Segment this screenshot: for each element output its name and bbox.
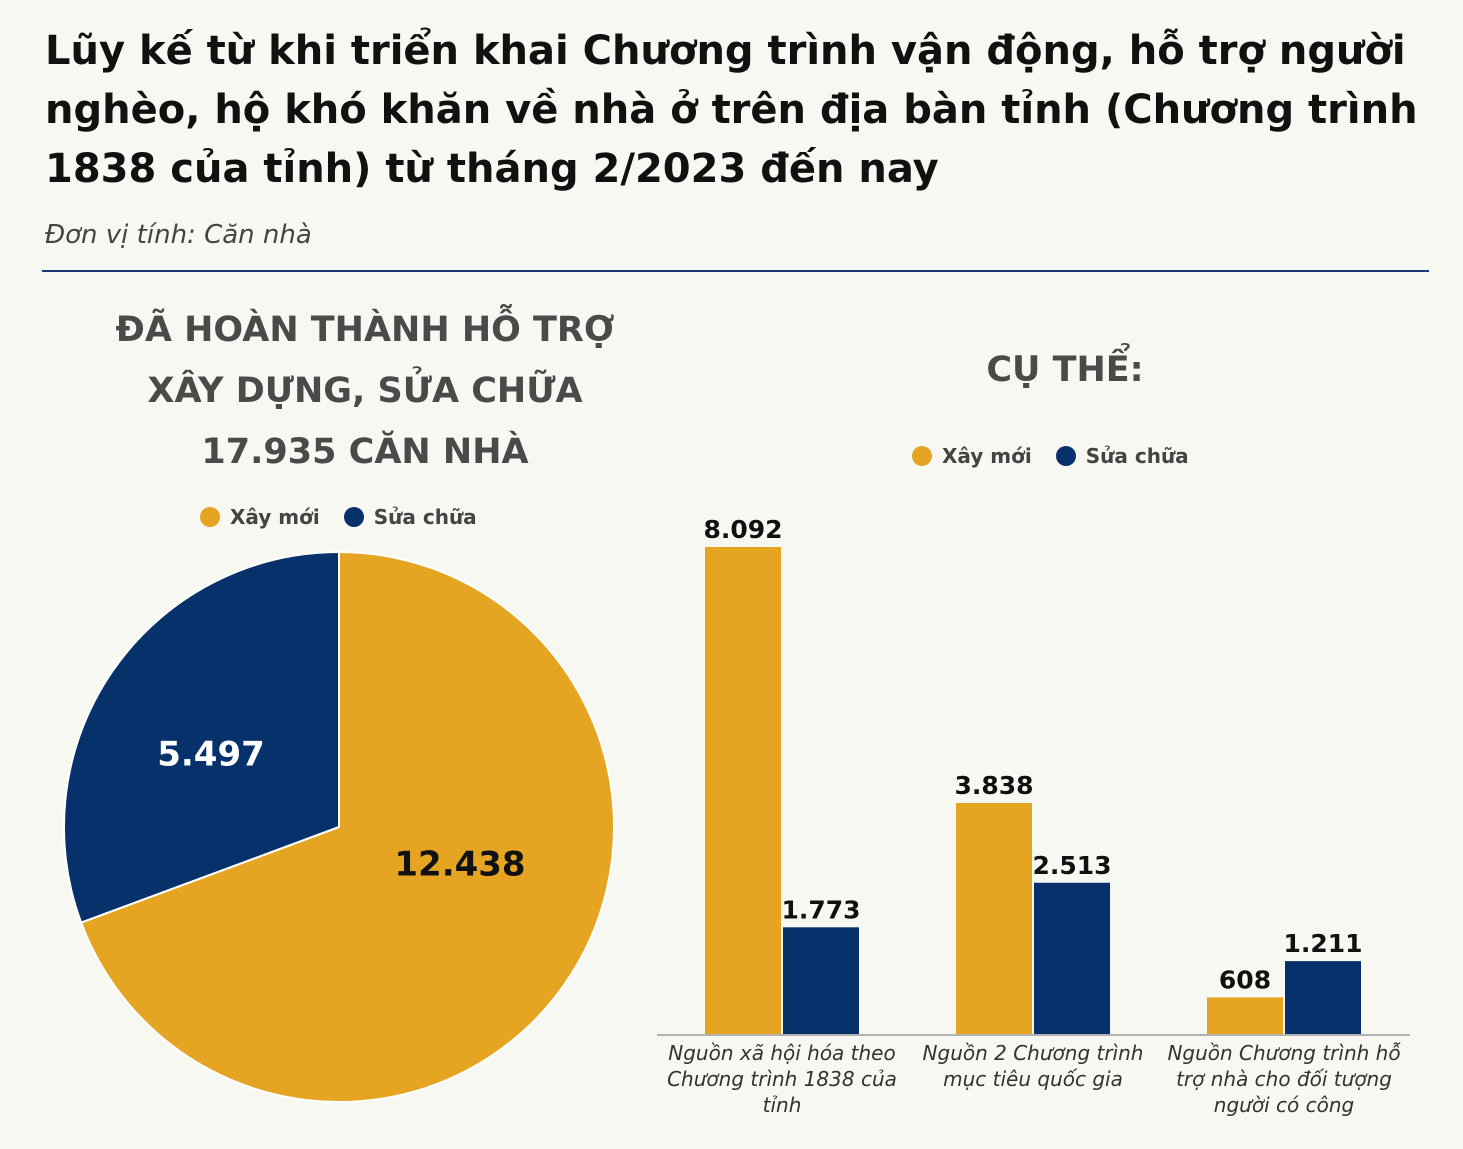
- bar-sua-chua: [1034, 882, 1110, 1034]
- legend-label: Sửa chữa: [373, 505, 477, 529]
- divider: [42, 270, 1429, 272]
- unit-note: Đơn vị tính: Căn nhà: [45, 220, 312, 250]
- bar-xay-moi: [1207, 997, 1283, 1034]
- bar-sua-chua: [783, 927, 859, 1034]
- pie-title: ĐÃ HOÀN THÀNH HỖ TRỢ XÂY DỰNG, SỬA CHỮA …: [115, 310, 615, 472]
- bar-xay-moi: [956, 803, 1032, 1034]
- category-label: Nguồn Chương trình hỗ trợ nhà cho đối tư…: [1167, 1041, 1401, 1117]
- legend-dot-sua-chua: [343, 507, 364, 527]
- bar-value-label: 3.838: [954, 771, 1033, 800]
- bar-sua-chua: [1285, 961, 1361, 1034]
- pie-slice-label: 12.438: [394, 845, 525, 885]
- legend-item-sua-chua: Sửa chữa: [343, 505, 477, 529]
- legend-item-xay-moi: Xây mới: [912, 444, 1032, 468]
- legend-dot-xay-moi: [912, 446, 932, 466]
- legend-label: Sửa chữa: [1085, 444, 1189, 468]
- pie-slice-sua-chua: [63, 550, 340, 924]
- bar-value-label: 8.092: [703, 515, 782, 544]
- pie-legend: Xây mới Sửa chữa: [200, 505, 501, 529]
- legend-label: Xây mới: [230, 505, 320, 529]
- pie-slice-xay-moi: [79, 550, 615, 1103]
- bar-xay-moi: [705, 547, 781, 1034]
- category-label: Nguồn 2 Chương trình mục tiêu quốc gia: [922, 1041, 1144, 1091]
- bar-value-label: 2.513: [1032, 851, 1111, 880]
- legend-dot-xay-moi: [200, 507, 220, 527]
- bar-value-label: 1.211: [1283, 929, 1362, 958]
- legend-dot-sua-chua: [1055, 446, 1076, 466]
- legend-item-xay-moi: Xây mới: [200, 505, 320, 529]
- bar-value-label: 1.773: [781, 895, 860, 924]
- pie-slice-label: 5.497: [157, 735, 265, 775]
- bar-legend: Xây mới Sửa chữa: [912, 444, 1213, 468]
- bar-title: CỤ THỂ:: [986, 350, 1144, 390]
- category-label: Nguồn xã hội hóa theo Chương trình 1838 …: [667, 1041, 897, 1117]
- legend-label: Xây mới: [942, 444, 1032, 468]
- bar-value-label: 608: [1219, 965, 1271, 994]
- legend-item-sua-chua: Sửa chữa: [1055, 444, 1189, 468]
- page-title: Lũy kế từ khi triển khai Chương trình vậ…: [45, 28, 1418, 192]
